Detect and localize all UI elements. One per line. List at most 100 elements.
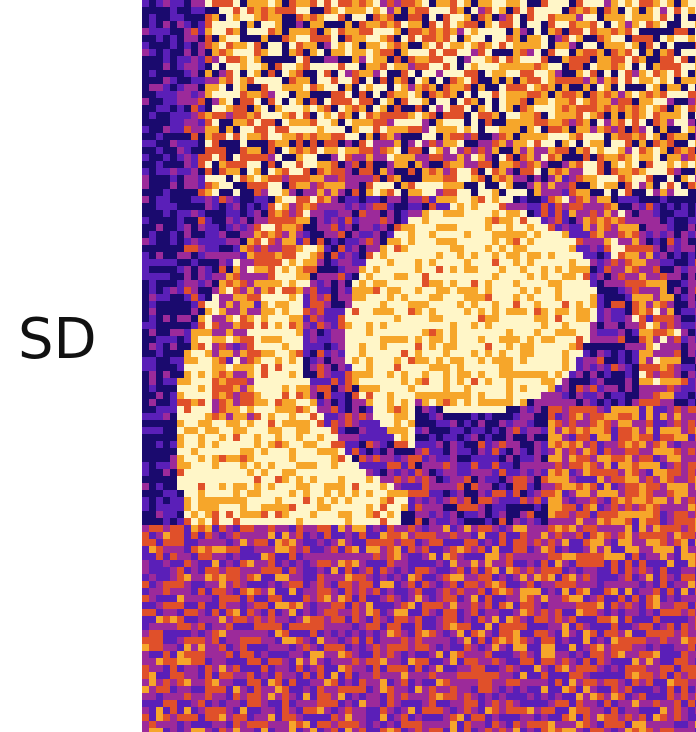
map-pixel [569,308,576,315]
map-pixel [415,182,422,189]
map-pixel [576,77,583,84]
map-pixel [170,119,177,126]
map-pixel [394,147,401,154]
map-pixel [583,14,590,21]
map-pixel [177,70,184,77]
map-pixel [464,336,471,343]
map-pixel [457,126,464,133]
map-pixel [513,182,520,189]
map-pixel [527,14,534,21]
map-pixel [408,287,415,294]
map-pixel [345,140,352,147]
map-pixel [289,434,296,441]
map-pixel [338,175,345,182]
map-pixel [177,252,184,259]
map-pixel [163,357,170,364]
map-pixel [380,14,387,21]
map-pixel [331,329,338,336]
map-pixel [464,294,471,301]
map-pixel [569,133,576,140]
map-pixel [443,7,450,14]
map-pixel [212,301,219,308]
map-pixel [177,168,184,175]
map-pixel [247,343,254,350]
map-pixel [240,35,247,42]
map-pixel [268,84,275,91]
map-pixel [646,238,653,245]
row-label-sd: SD [18,307,97,372]
map-pixel [275,385,282,392]
map-pixel [219,420,226,427]
map-pixel [688,301,695,308]
map-pixel [653,35,660,42]
map-pixel [576,196,583,203]
map-pixel [156,280,163,287]
map-pixel [450,84,457,91]
map-pixel [219,175,226,182]
map-pixel [464,385,471,392]
map-pixel [639,315,646,322]
map-pixel [618,168,625,175]
map-pixel [674,238,681,245]
map-pixel [681,91,688,98]
map-pixel [450,56,457,63]
map-pixel [443,336,450,343]
map-pixel [646,336,653,343]
map-pixel [352,371,359,378]
map-pixel [653,245,660,252]
map-pixel [366,287,373,294]
map-pixel [443,168,450,175]
map-pixel [632,266,639,273]
map-pixel [632,252,639,259]
map-pixel [247,315,254,322]
map-pixel [618,189,625,196]
map-pixel [422,70,429,77]
map-pixel [527,98,534,105]
map-pixel [534,210,541,217]
map-pixel [611,308,618,315]
map-pixel [415,133,422,140]
map-pixel [303,280,310,287]
map-pixel [317,14,324,21]
map-pixel [520,49,527,56]
map-pixel [338,273,345,280]
map-pixel [653,350,660,357]
map-pixel [149,371,156,378]
map-pixel [317,56,324,63]
map-pixel [310,84,317,91]
map-pixel [184,105,191,112]
map-pixel [289,77,296,84]
map-pixel [275,343,282,350]
map-pixel [247,7,254,14]
map-pixel [513,357,520,364]
map-pixel [443,105,450,112]
map-pixel [646,224,653,231]
map-pixel [415,56,422,63]
map-pixel [310,343,317,350]
map-pixel [534,154,541,161]
map-pixel [387,385,394,392]
map-pixel [359,364,366,371]
map-pixel [646,427,653,434]
map-pixel [296,336,303,343]
map-pixel [254,217,261,224]
map-pixel [681,245,688,252]
map-pixel [611,203,618,210]
map-pixel [366,14,373,21]
map-pixel [513,343,520,350]
map-pixel [590,392,597,399]
map-pixel [415,154,422,161]
map-pixel [625,217,632,224]
map-pixel [219,434,226,441]
map-pixel [583,196,590,203]
map-pixel [653,301,660,308]
map-pixel [611,140,618,147]
map-pixel [156,294,163,301]
map-pixel [625,154,632,161]
map-pixel [198,49,205,56]
map-pixel [576,245,583,252]
map-pixel [142,28,149,35]
map-pixel [674,49,681,56]
map-pixel [338,420,345,427]
map-pixel [338,364,345,371]
